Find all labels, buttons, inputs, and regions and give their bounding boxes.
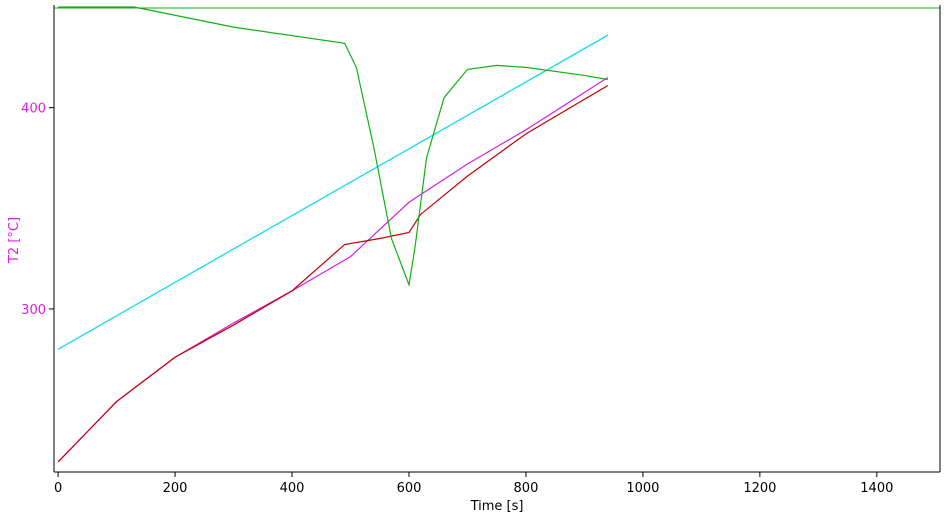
x-tick-label: 1200 [743,481,776,496]
x-axis-label: Time [s] [470,499,524,514]
series-line [57,85,609,463]
series-line [57,34,609,350]
y-tick-label: 400 [21,102,46,117]
y-tick-label: 300 [21,303,46,318]
x-tick-label: 1000 [626,481,659,496]
x-tick-label: 0 [54,481,62,496]
series-line [58,6,608,288]
x-tick-label: 400 [280,481,305,496]
x-tick-label: 600 [397,481,422,496]
x-tick-label: 1400 [860,481,893,496]
plot-area [54,5,940,472]
y-axis-label: T2 [°C] [7,217,22,264]
x-tick-label: 200 [163,481,188,496]
x-tick-label: 800 [514,481,539,496]
